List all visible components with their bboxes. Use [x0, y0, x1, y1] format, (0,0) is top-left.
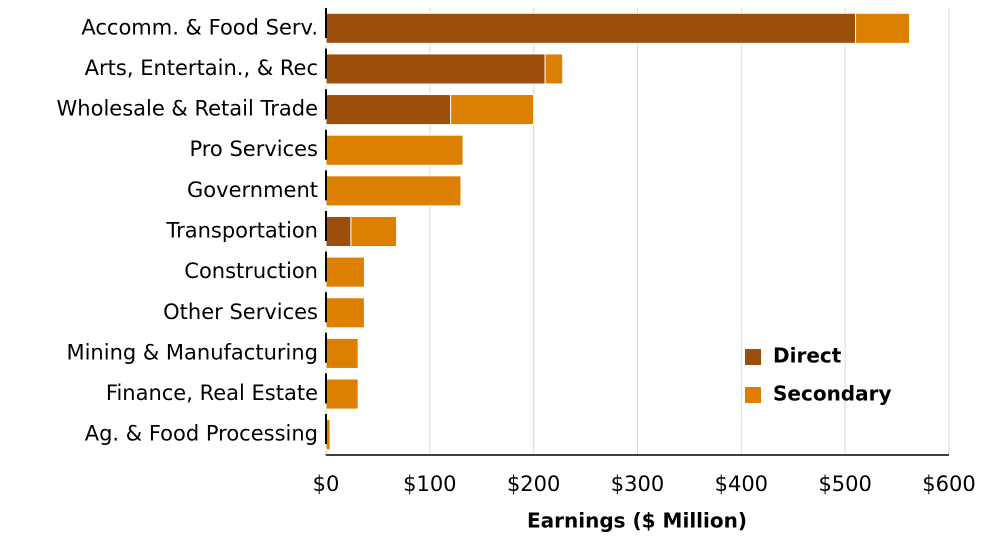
bar-segment — [325, 256, 365, 288]
legend-label: Secondary — [773, 382, 892, 406]
y-tick-label: Accomm. & Food Serv. — [81, 15, 318, 39]
x-tick-label: $500 — [818, 472, 871, 496]
y-tick-label: Construction — [184, 259, 318, 283]
y-tick-label: Other Services — [163, 300, 318, 324]
x-tick-label: $200 — [507, 472, 560, 496]
legend-label: Direct — [773, 344, 842, 368]
bar-segment — [325, 175, 462, 207]
y-tick-label: Finance, Real Estate — [106, 381, 318, 405]
bar-segment — [350, 215, 398, 248]
bar-segment — [325, 134, 464, 166]
y-tick-label: Ag. & Food Processing — [85, 422, 318, 446]
y-tick-label: Transportation — [165, 219, 318, 243]
x-tick-label: $400 — [715, 472, 768, 496]
bar-segment — [325, 12, 857, 44]
x-tick-label: $0 — [313, 472, 340, 496]
x-tick-label: $100 — [403, 472, 456, 496]
legend-swatch — [745, 349, 761, 365]
bar-segment — [544, 53, 564, 85]
bar-segment — [325, 94, 452, 126]
bar-segment — [325, 297, 365, 329]
y-tick-label: Government — [187, 178, 318, 202]
bar-segment — [450, 94, 535, 126]
y-tick-label: Mining & Manufacturing — [66, 340, 318, 364]
bar-segment — [325, 215, 352, 248]
bar-segment — [325, 378, 359, 410]
x-axis-title: Earnings ($ Million) — [527, 509, 747, 533]
y-tick-label: Arts, Entertain., & Rec — [85, 56, 318, 80]
y-tick-label: Wholesale & Retail Trade — [57, 97, 318, 121]
bar-segment — [325, 337, 359, 369]
y-tick-label: Pro Services — [189, 137, 318, 161]
bar-segment — [855, 12, 911, 44]
bar-segment — [325, 53, 546, 85]
x-tick-label: $300 — [611, 472, 664, 496]
legend-swatch — [745, 387, 761, 403]
x-tick-label: $600 — [922, 472, 975, 496]
